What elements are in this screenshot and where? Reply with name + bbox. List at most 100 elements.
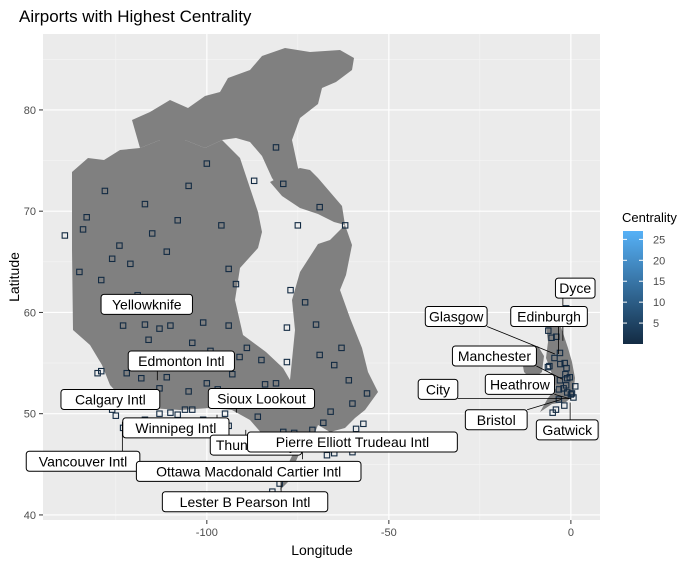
airport-point: [545, 327, 552, 334]
airport-point: [61, 232, 69, 239]
airport-label: Dyce: [554, 277, 596, 299]
airport-label: Sioux Lookout: [207, 388, 316, 409]
airport-point: [272, 144, 280, 151]
airport-label-text: Calgary Intl: [75, 392, 146, 408]
airport-label: Winnipeg Intl: [122, 417, 230, 439]
y-tick-label: 60: [24, 307, 36, 319]
airport-point: [283, 358, 291, 366]
airport-point: [225, 322, 232, 329]
airport-point: [97, 276, 105, 284]
airport-label: Manchester: [451, 345, 537, 367]
airport-point: [116, 242, 123, 249]
airport-point: [236, 353, 243, 361]
x-axis: -100 -50 0: [196, 520, 574, 539]
airport-point: [123, 369, 130, 377]
airport-label-box: [122, 417, 230, 439]
airport-point: [294, 222, 302, 229]
airport-point: [174, 217, 181, 224]
airport-label: Bristol: [464, 409, 528, 431]
airport-label: Edinburgh: [510, 305, 588, 327]
airport-label-text: Edmonton Intl: [138, 353, 224, 369]
airport-point: [360, 420, 367, 428]
airport-label: City: [417, 378, 459, 400]
airport-point: [258, 356, 265, 364]
airport-point: [189, 406, 196, 413]
chart-title: Airports with Highest Centrality: [19, 7, 252, 26]
airport-label-box: [207, 388, 316, 409]
y-tick-label: 70: [24, 206, 36, 218]
airport-label: Yellowknife: [100, 293, 193, 315]
airport-label: Heathrow: [484, 373, 556, 395]
airport-label-text: Lester B Pearson Intl: [180, 494, 311, 510]
airport-point: [185, 388, 192, 395]
airport-label-text: Heathrow: [490, 376, 551, 392]
airport-point: [312, 321, 320, 328]
airport-point: [561, 359, 568, 367]
airport-point: [261, 381, 269, 388]
point-labels: Yellowknife Edmonton Intl Calgary Intl Siou…: [25, 277, 599, 513]
airport-point: [156, 410, 163, 417]
airport-point: [181, 406, 189, 413]
label-connector: [536, 365, 563, 380]
airport-label-text: Edinburgh: [517, 308, 581, 324]
airport-label-text: Glasgow: [429, 308, 484, 324]
x-tick-label: -50: [381, 527, 397, 539]
legend-tick-label: 5: [653, 318, 659, 330]
airport-point: [272, 380, 280, 387]
airport-point: [557, 360, 564, 368]
airport-point: [551, 354, 558, 362]
airport-point: [327, 408, 334, 415]
airport-label-box: [535, 419, 599, 441]
legend-colorbar: [623, 231, 643, 344]
legend-tick-label: 15: [653, 276, 665, 288]
airport-point: [562, 382, 570, 389]
legend-ticks: 5 10 15 20 25: [623, 234, 665, 330]
airport-label-box: [127, 350, 235, 372]
x-tick-label: -100: [196, 527, 218, 539]
airport-label-text: Gatwick: [542, 422, 593, 438]
airport-label-box: [510, 305, 588, 327]
airport-point: [556, 349, 564, 357]
airport-label-box: [451, 345, 537, 367]
legend-tick-label: 10: [653, 297, 665, 309]
airport-label-text: Bristol: [477, 412, 516, 428]
airport-point: [163, 373, 171, 381]
airport-point: [94, 369, 101, 377]
x-axis-title: Longitude: [291, 542, 353, 558]
airport-point: [218, 222, 225, 229]
airport-label-box: [100, 293, 193, 315]
airport-point: [566, 373, 574, 381]
airport-point: [199, 319, 207, 326]
airport-label-box: [464, 409, 528, 431]
label-connectors: [121, 298, 572, 492]
airport-label-text: Pierre Elliott Trudeau Intl: [276, 434, 429, 450]
airport-label: Vancouver Intl: [25, 450, 141, 472]
legend-tick-label: 25: [653, 234, 665, 246]
airport-point: [561, 402, 568, 409]
airport-point: [330, 361, 338, 369]
airport-label-box: [60, 389, 161, 411]
legend-tick-label: 20: [653, 255, 665, 267]
airport-label-text: Manchester: [458, 348, 531, 364]
airport-point: [316, 351, 323, 359]
airport-label-text: Vancouver Intl: [39, 453, 127, 469]
airport-label-text: Yellowknife: [112, 296, 182, 312]
airport-point: [163, 248, 171, 255]
y-tick-label: 40: [24, 510, 36, 522]
y-tick-label: 80: [24, 105, 36, 117]
airport-label: Pierre Elliott Trudeau Intl: [247, 431, 458, 453]
legend-title: Centrality: [622, 210, 677, 225]
airport-point: [138, 374, 145, 382]
airport-label-text: Dyce: [559, 280, 591, 296]
airport-point: [112, 412, 120, 419]
airport-point: [232, 280, 240, 288]
airport-point: [101, 187, 109, 195]
label-connector: [527, 399, 562, 411]
y-axis: 40 50 60 70 80: [24, 105, 43, 522]
airport-point: [76, 268, 83, 276]
airport-label-box: [247, 431, 458, 453]
airport-point: [148, 230, 156, 237]
airport-point: [189, 339, 196, 347]
airport-point: [203, 380, 211, 387]
airport-point: [119, 322, 127, 329]
